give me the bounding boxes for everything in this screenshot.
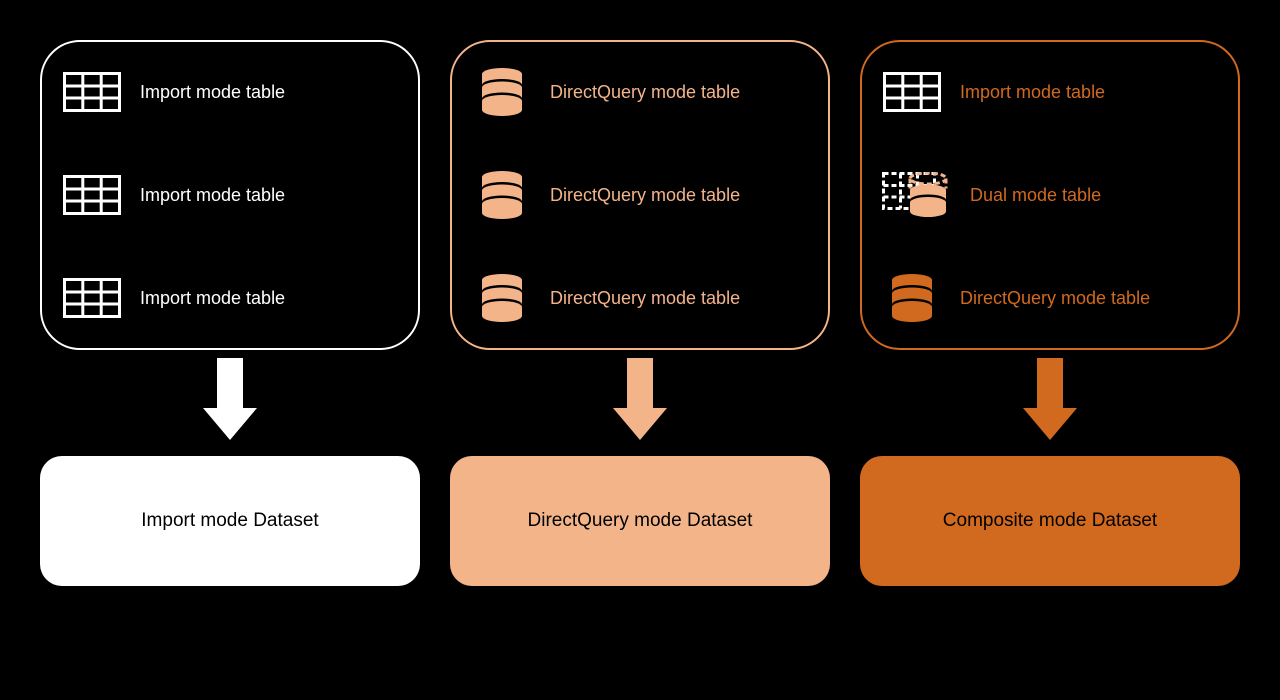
table-mode-label: Import mode table (960, 82, 1105, 103)
column-directquery: DirectQuery mode table DirectQuery mode … (450, 40, 830, 586)
grid-icon (883, 72, 941, 112)
dataset-label: DirectQuery mode Dataset (528, 510, 753, 532)
database-icon (480, 170, 524, 220)
table-mode-label: DirectQuery mode table (550, 185, 740, 206)
dataset-label: Import mode Dataset (141, 510, 318, 532)
arrow-down-icon (203, 358, 257, 448)
db-icon-wrap (882, 274, 942, 322)
grid-icon-wrap (882, 68, 942, 116)
dual-icon (882, 168, 952, 222)
tables-container: Import mode table Dual mode table Direct… (860, 40, 1240, 350)
grid-icon (63, 175, 121, 215)
table-row: DirectQuery mode table (472, 68, 808, 116)
grid-icon (63, 72, 121, 112)
column-import: Import mode table Import mode table Impo… (40, 40, 420, 586)
dataset-box: Import mode Dataset (40, 456, 420, 586)
arrow-down-icon (613, 358, 667, 448)
tables-container: DirectQuery mode table DirectQuery mode … (450, 40, 830, 350)
database-icon (890, 273, 934, 323)
database-icon (480, 273, 524, 323)
table-row: Import mode table (62, 68, 398, 116)
grid-icon-wrap (62, 274, 122, 322)
table-row: DirectQuery mode table (882, 274, 1218, 322)
table-mode-label: Import mode table (140, 82, 285, 103)
grid-icon-wrap (62, 68, 122, 116)
db-icon-wrap (472, 171, 532, 219)
column-composite: Import mode table Dual mode table Direct… (860, 40, 1240, 586)
table-row: Import mode table (62, 171, 398, 219)
dataset-box: DirectQuery mode Dataset (450, 456, 830, 586)
table-mode-label: Import mode table (140, 288, 285, 309)
table-mode-label: DirectQuery mode table (960, 288, 1150, 309)
arrow-down-icon (1023, 358, 1077, 448)
table-row: Dual mode table (882, 171, 1218, 219)
grid-icon-wrap (62, 171, 122, 219)
table-mode-label: Import mode table (140, 185, 285, 206)
database-icon (480, 67, 524, 117)
table-row: Import mode table (882, 68, 1218, 116)
table-mode-label: DirectQuery mode table (550, 288, 740, 309)
table-row: DirectQuery mode table (472, 171, 808, 219)
db-icon-wrap (472, 68, 532, 116)
db-icon-wrap (472, 274, 532, 322)
dataset-label: Composite mode Dataset (943, 510, 1157, 532)
table-row: DirectQuery mode table (472, 274, 808, 322)
grid-icon (63, 278, 121, 318)
dataset-box: Composite mode Dataset (860, 456, 1240, 586)
table-row: Import mode table (62, 274, 398, 322)
dual-icon-wrap (882, 171, 952, 219)
table-mode-label: DirectQuery mode table (550, 82, 740, 103)
table-mode-label: Dual mode table (970, 185, 1101, 206)
tables-container: Import mode table Import mode table Impo… (40, 40, 420, 350)
